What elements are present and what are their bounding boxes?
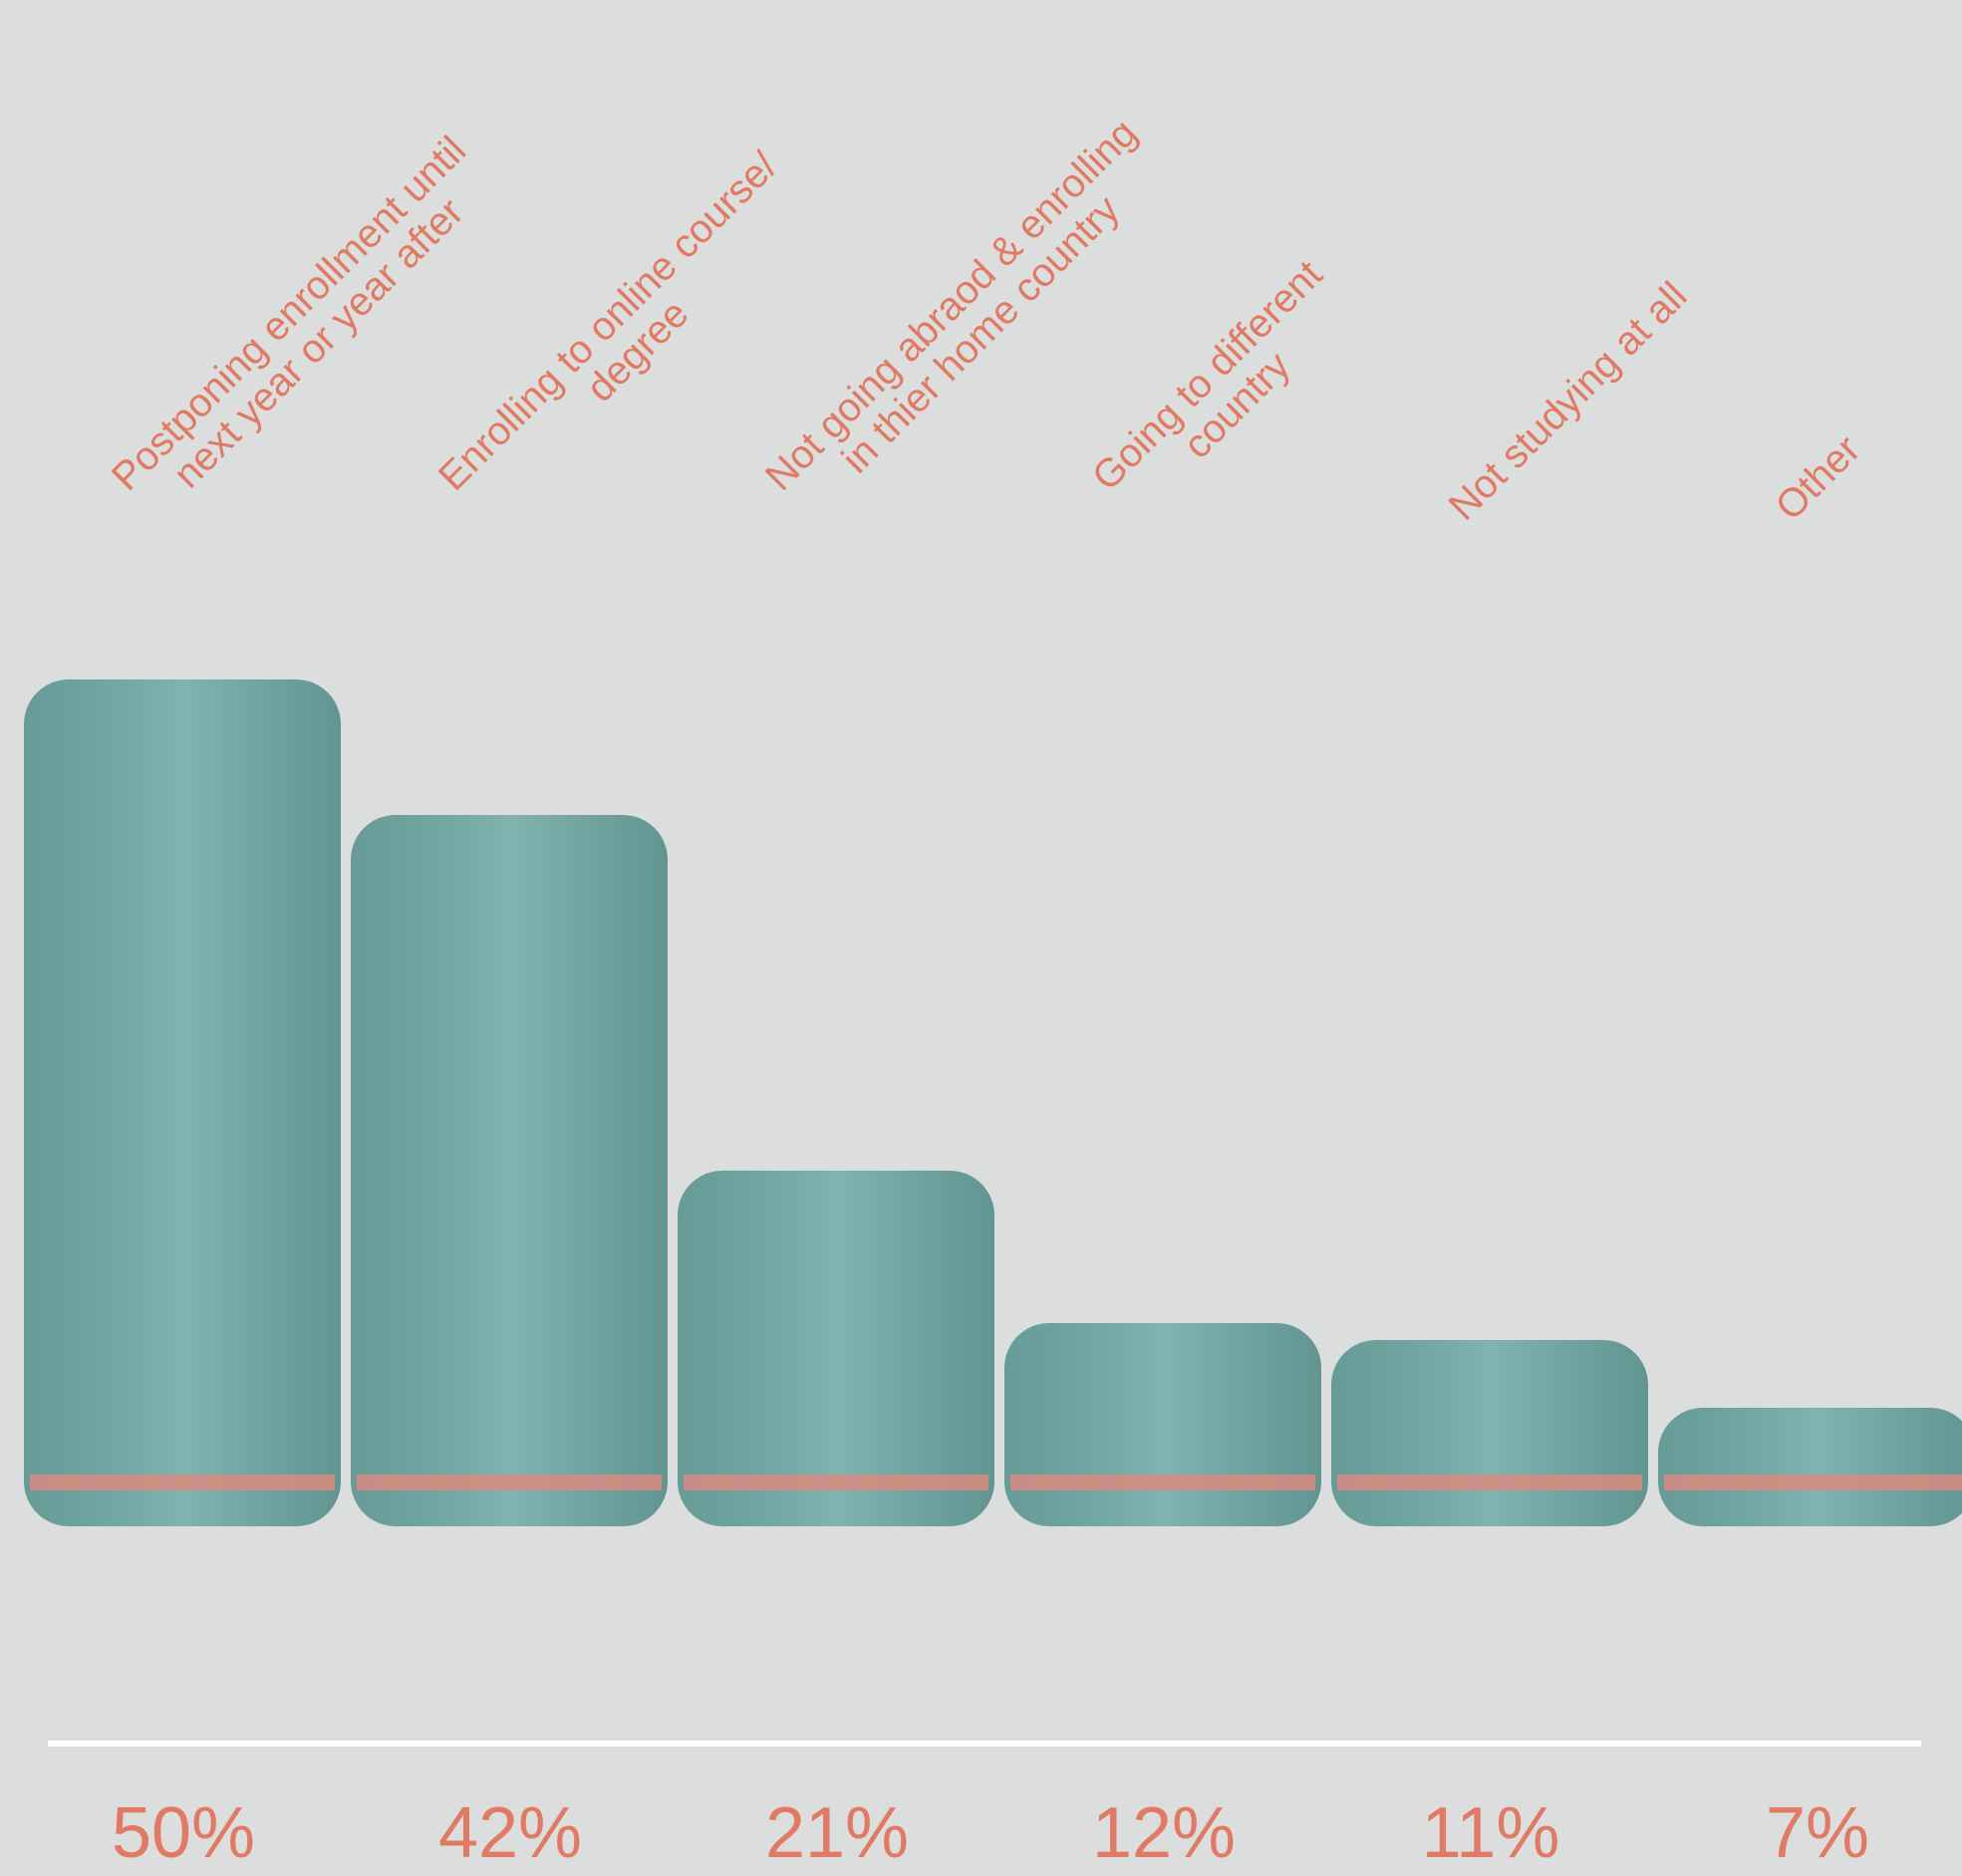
bar-stripe xyxy=(357,1474,662,1490)
bar-shade xyxy=(678,1171,994,1526)
value-label: 21% xyxy=(765,1793,909,1873)
value-label: 42% xyxy=(438,1793,582,1873)
bar-shade xyxy=(1331,1340,1648,1526)
value-label: 50% xyxy=(112,1793,255,1873)
bar-shade xyxy=(1658,1408,1962,1526)
bar-stripe xyxy=(1010,1474,1315,1490)
value-label: 11% xyxy=(1422,1793,1560,1873)
bar-stripe xyxy=(684,1474,988,1490)
bar-stripe xyxy=(1337,1474,1642,1490)
bar-shade xyxy=(24,679,341,1526)
bar-stripe xyxy=(30,1474,335,1490)
bar-shade xyxy=(1004,1323,1321,1526)
value-label: 12% xyxy=(1092,1793,1236,1873)
bar-shade xyxy=(351,815,668,1526)
bar-stripe xyxy=(1664,1474,1962,1490)
value-label: 7% xyxy=(1766,1793,1869,1873)
